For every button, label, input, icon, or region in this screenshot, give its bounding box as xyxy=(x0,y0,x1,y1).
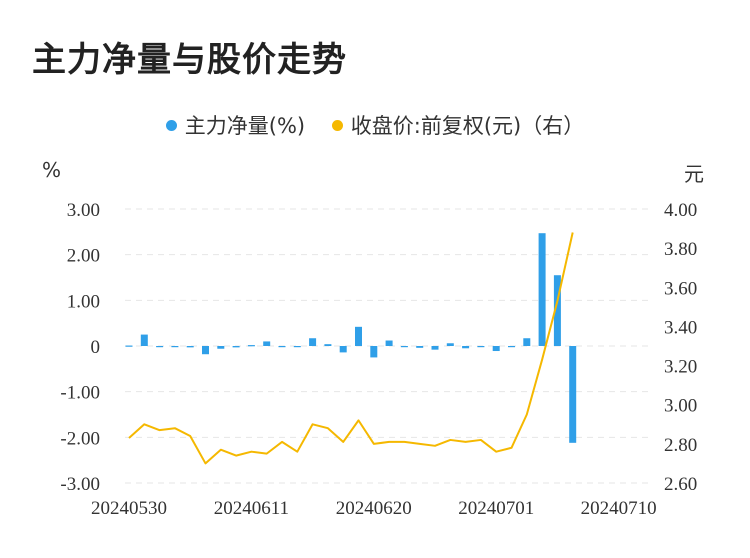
y-left-tick-label: -2.00 xyxy=(60,428,100,449)
y-left-tick-label: 0 xyxy=(91,337,101,358)
bar xyxy=(263,341,271,346)
x-tick-label: 20240710 xyxy=(581,498,657,519)
legend-label-net-volume: 主力净量(%) xyxy=(184,114,306,138)
bar xyxy=(385,340,393,346)
y-left-tick-label: -1.00 xyxy=(60,383,100,404)
legend-item-net-volume[interactable]: 主力净量(%) xyxy=(165,110,306,140)
bar xyxy=(508,346,515,348)
bar xyxy=(339,346,347,353)
y-right-tick-label: 3.20 xyxy=(664,357,697,378)
bar xyxy=(247,345,255,347)
bar xyxy=(446,343,454,346)
y-right-tick-label: 3.00 xyxy=(664,396,697,417)
chart-title: 主力净量与股价走势 xyxy=(32,40,347,80)
bar xyxy=(569,346,577,443)
close-price-line xyxy=(128,232,574,465)
bar xyxy=(370,346,378,358)
bar xyxy=(400,346,408,348)
bar xyxy=(523,338,531,346)
right-axis-unit: 元 xyxy=(684,162,704,186)
legend-item-close-price[interactable]: 收盘价:前复权(元)（右） xyxy=(331,110,585,140)
bar xyxy=(309,338,317,346)
bar xyxy=(538,233,546,346)
bar xyxy=(217,346,225,349)
bar xyxy=(416,346,424,348)
left-axis-unit: % xyxy=(42,158,62,182)
bar xyxy=(140,334,148,346)
bar xyxy=(431,346,439,350)
x-tick-label: 20240530 xyxy=(91,498,167,519)
bar xyxy=(202,346,209,355)
x-tick-label: 20240701 xyxy=(458,498,534,519)
y-left-tick-label: -3.00 xyxy=(60,474,100,495)
bar xyxy=(171,346,179,348)
bar xyxy=(324,344,332,346)
y-right-tick-label: 2.80 xyxy=(664,435,697,456)
y-right-tick-label: 4.00 xyxy=(664,200,697,221)
y-left-tick-label: 3.00 xyxy=(67,200,100,221)
bar xyxy=(477,346,485,348)
bar xyxy=(156,346,164,348)
legend-dot-yellow xyxy=(331,119,343,131)
bar xyxy=(232,346,240,348)
x-tick-label: 20240611 xyxy=(214,498,289,519)
y-left-tick-label: 1.00 xyxy=(67,291,100,312)
bar xyxy=(125,345,133,347)
x-tick-label: 20240620 xyxy=(336,498,412,519)
legend-dot-blue xyxy=(165,119,177,131)
bar xyxy=(553,275,561,346)
bar xyxy=(186,346,194,348)
legend-label-close-price: 收盘价:前复权(元)（右） xyxy=(350,114,585,138)
y-right-tick-label: 3.80 xyxy=(664,239,697,260)
bar xyxy=(462,346,470,349)
legend: 主力净量(%) 收盘价:前复权(元)（右） xyxy=(0,110,750,140)
y-left-tick-label: 2.00 xyxy=(67,246,100,267)
bar xyxy=(492,346,500,352)
bar xyxy=(278,346,286,348)
y-right-tick-label: 2.60 xyxy=(664,474,697,495)
y-right-tick-label: 3.60 xyxy=(664,278,697,299)
bar xyxy=(355,326,362,346)
bar xyxy=(293,346,301,348)
y-right-tick-label: 3.40 xyxy=(664,317,697,338)
